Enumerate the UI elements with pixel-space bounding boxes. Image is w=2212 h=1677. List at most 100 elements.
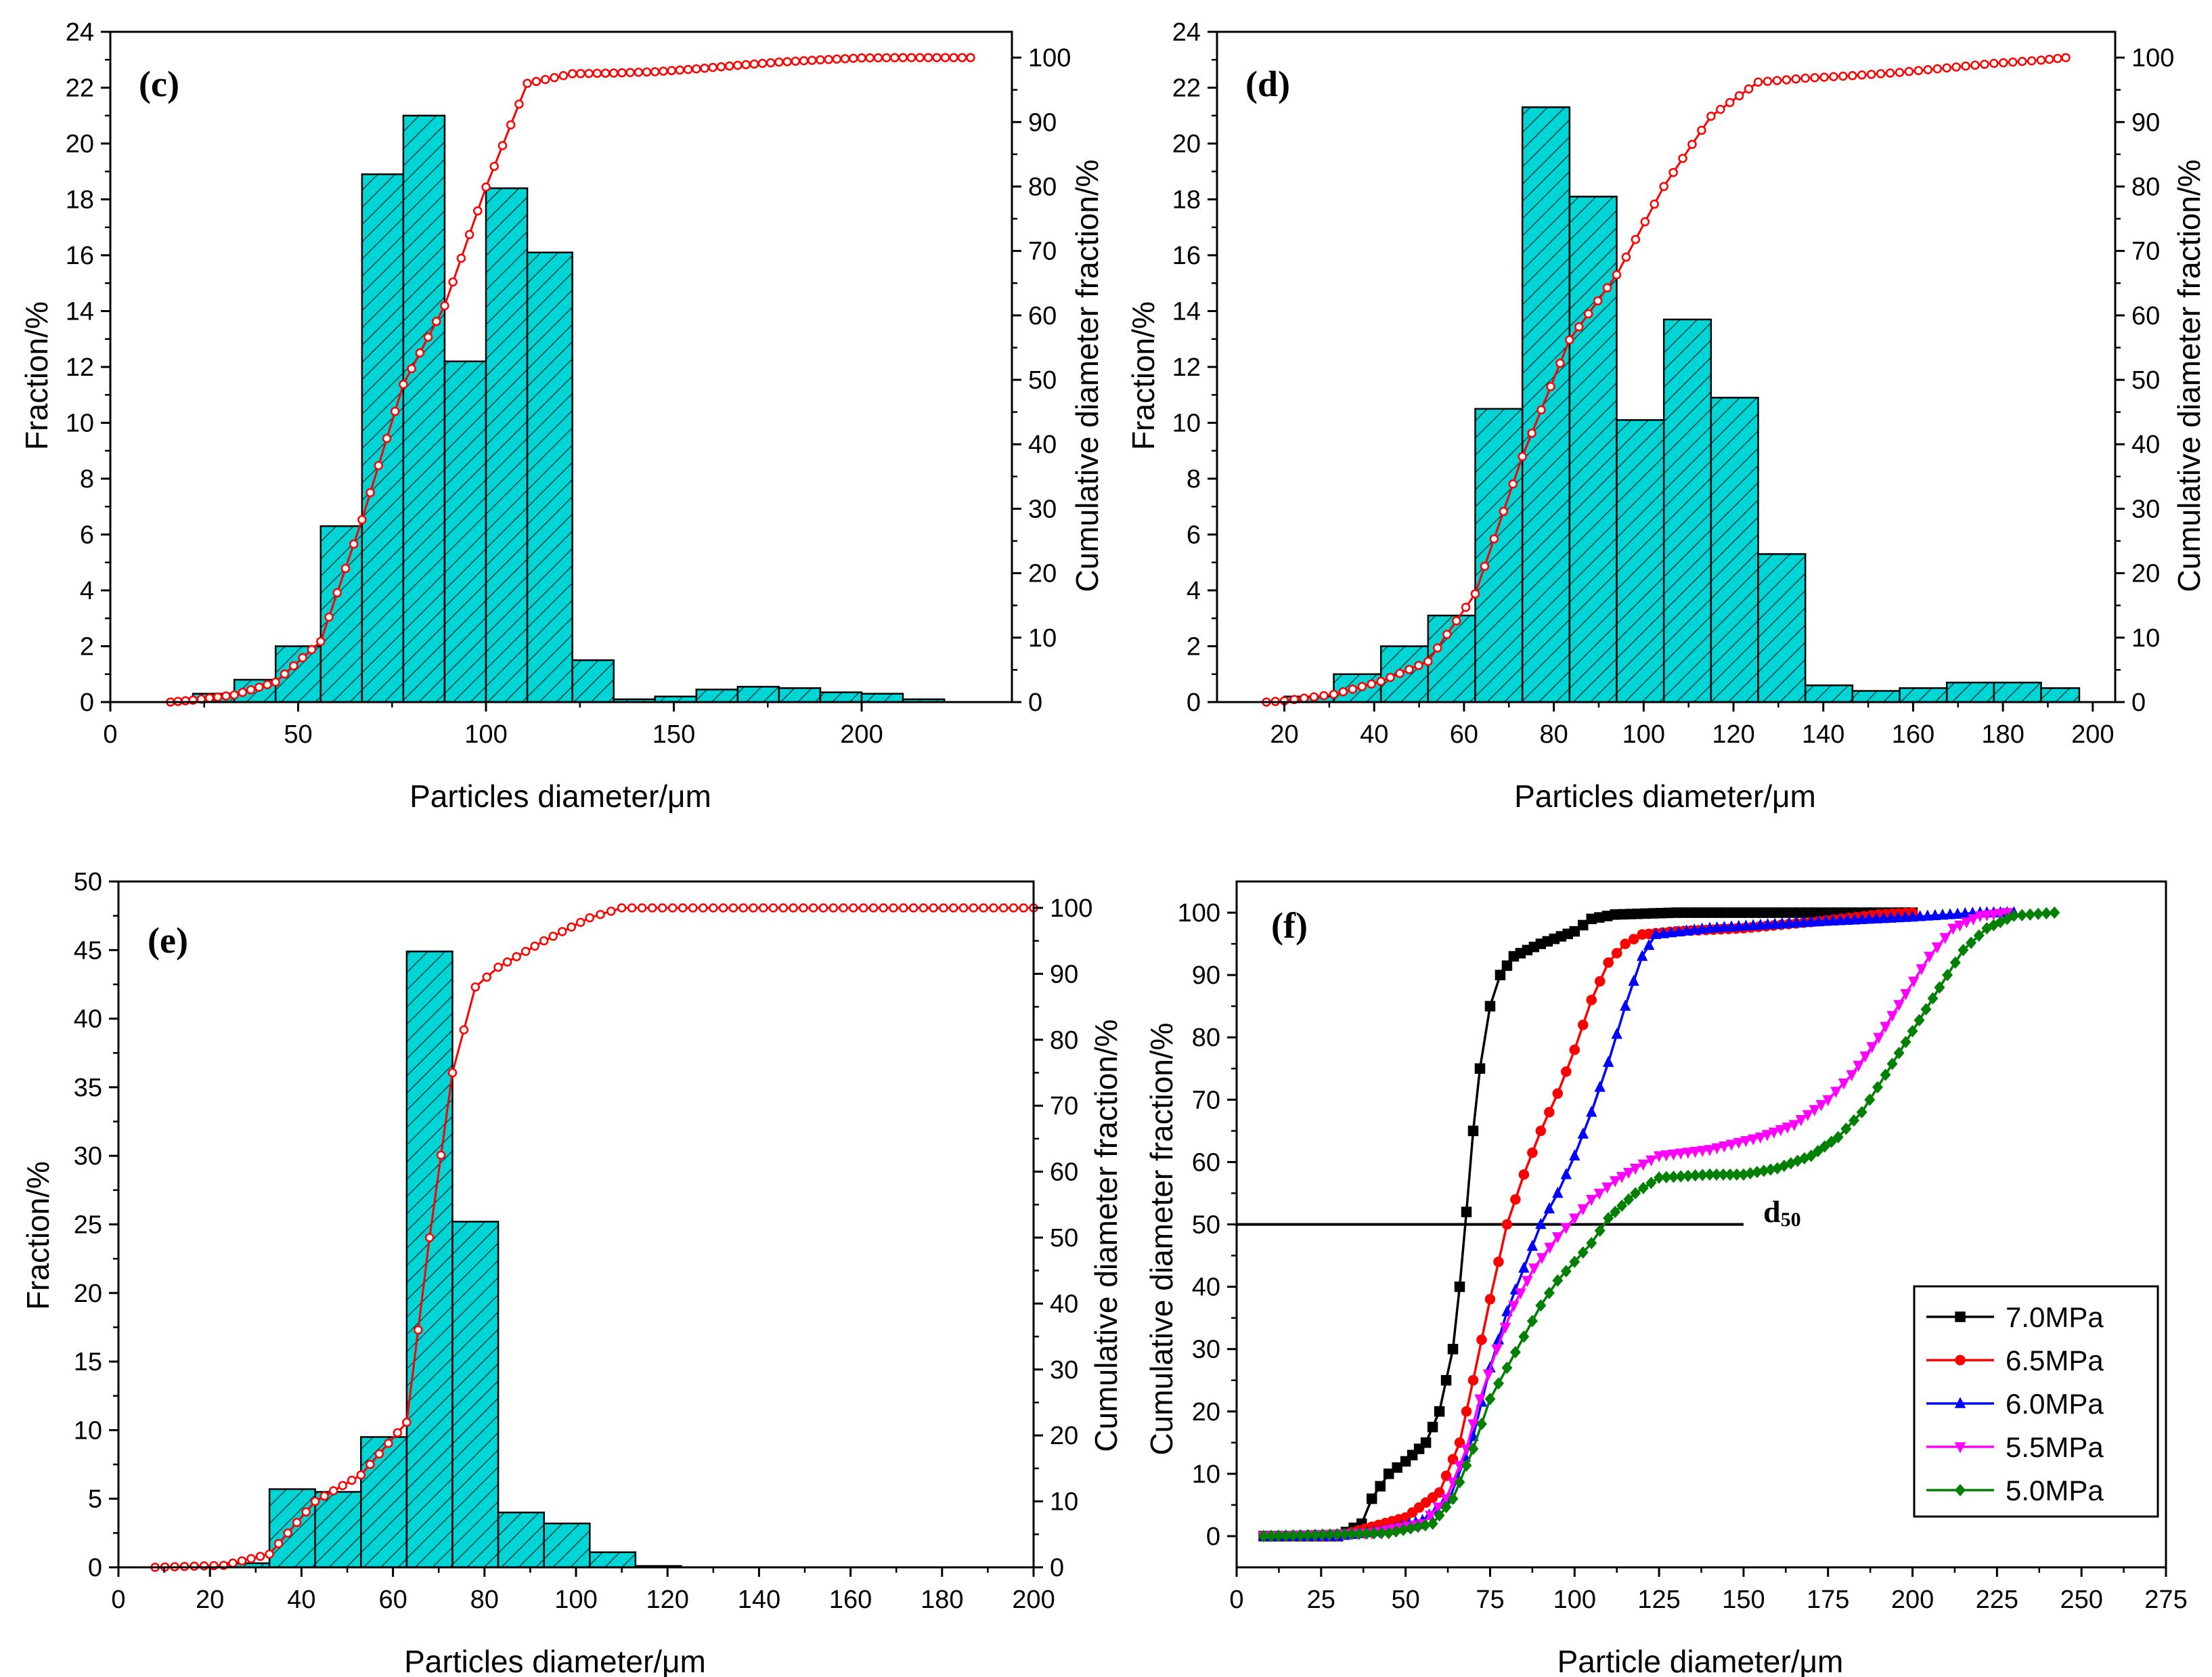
cumulative-marker <box>292 1518 302 1527</box>
cumulative-marker <box>1009 903 1019 913</box>
x-tick-label: 40 <box>1360 720 1388 749</box>
cumulative-marker <box>824 55 833 64</box>
cumulative-marker <box>816 55 825 65</box>
x-tick-label: 60 <box>1450 720 1478 749</box>
panel-e-y2-axis-title: Cumulative diameter fraction/% <box>1088 1019 1124 1452</box>
series-marker <box>1922 909 1933 921</box>
series-marker <box>1280 1529 1291 1542</box>
cumulative-marker <box>265 1549 274 1559</box>
cumulative-marker <box>384 1439 393 1448</box>
cumulative-marker <box>857 53 866 63</box>
series-marker <box>1937 908 1949 920</box>
histogram-bar <box>695 689 739 703</box>
series-marker <box>1907 1024 1918 1038</box>
cumulative-marker <box>1800 73 1810 83</box>
histogram-bar <box>1710 397 1759 703</box>
y2-tick-label: 30 <box>2131 495 2160 523</box>
y-tick-label: 12 <box>66 353 94 382</box>
panel-c-x-axis-title: Particles diameter/μm <box>410 779 711 814</box>
cumulative-marker <box>393 1428 403 1438</box>
cumulative-marker <box>307 645 317 655</box>
cumulative-marker <box>642 67 652 77</box>
cumulative-marker <box>558 70 569 81</box>
x-tick-label: 150 <box>652 720 695 749</box>
series-marker <box>1603 1212 1614 1225</box>
y-tick-label: 10 <box>66 410 94 438</box>
series-marker <box>1951 907 1964 919</box>
panel-e-y-axis-title: Fraction/% <box>20 1161 56 1310</box>
cumulative-marker <box>617 903 627 913</box>
series-marker <box>1535 1125 1547 1137</box>
y2-tick-label: 90 <box>2131 108 2160 137</box>
cumulative-marker <box>319 1491 329 1501</box>
series-marker <box>2041 907 2052 920</box>
series-marker <box>1645 1155 1657 1167</box>
series-marker <box>1927 992 1939 1005</box>
cumulative-marker <box>1734 91 1744 101</box>
series-marker <box>1704 1145 1716 1156</box>
cumulative-marker <box>1923 65 1933 74</box>
cumulative-marker <box>596 909 605 919</box>
cumulative-marker <box>316 636 326 647</box>
cumulative-marker <box>1753 77 1763 87</box>
panel-c-histogram: 0 50 100 150 2000246810121416182022240102030… <box>19 18 1105 814</box>
cumulative-marker <box>1470 589 1480 598</box>
cumulative-marker <box>540 74 550 85</box>
cumulative-marker <box>749 903 758 913</box>
cumulative-marker <box>459 1025 469 1034</box>
y2-tick-label: 100 <box>1050 894 1092 923</box>
cumulative-marker <box>301 1507 311 1517</box>
series-marker <box>1317 1528 1328 1541</box>
x-tick-label: 0 <box>1229 1586 1243 1614</box>
cumulative-marker <box>647 903 657 913</box>
series-marker <box>1827 914 1839 926</box>
cumulative-marker <box>675 65 685 75</box>
series-marker <box>1578 1020 1589 1030</box>
series-marker <box>1954 920 1966 932</box>
series-marker <box>1681 924 1692 936</box>
series-marker <box>1740 919 1752 931</box>
cumulative-marker <box>791 56 801 66</box>
series-marker <box>1392 1462 1402 1473</box>
cumulative-marker <box>298 653 307 663</box>
series-marker <box>1310 1528 1321 1542</box>
cumulative-marker <box>584 68 594 79</box>
cumulative-marker <box>768 903 778 913</box>
series-marker <box>1586 995 1597 1005</box>
cumulative-marker <box>873 53 883 63</box>
series-marker <box>1544 1106 1555 1118</box>
cumulative-marker <box>382 433 392 443</box>
cumulative-marker <box>1989 58 1999 68</box>
cumulative-marker <box>489 162 499 171</box>
series-marker <box>1719 1141 1730 1153</box>
series-marker <box>1859 1051 1871 1063</box>
series-marker <box>1629 1163 1641 1175</box>
cumulative-marker <box>889 903 898 913</box>
series-marker <box>1866 1042 1878 1053</box>
series-marker <box>1885 911 1897 923</box>
series-marker <box>1610 1205 1621 1219</box>
cumulative-marker <box>898 53 908 62</box>
series-marker <box>1846 1070 1857 1082</box>
cumulative-marker <box>923 53 933 62</box>
cumulative-marker <box>899 903 908 913</box>
series-marker <box>1637 1181 1649 1194</box>
series-marker <box>1974 911 1986 923</box>
cumulative-marker <box>407 364 416 374</box>
series-marker <box>1995 909 2006 920</box>
cumulative-marker <box>849 903 858 913</box>
cumulative-marker <box>1668 167 1678 177</box>
cumulative-marker <box>957 53 967 62</box>
cumulative-marker <box>799 56 809 66</box>
series-marker <box>1949 956 1961 969</box>
cumulative-marker <box>1527 429 1536 438</box>
series-marker <box>1560 1265 1572 1278</box>
series-marker <box>1968 914 1979 925</box>
cumulative-marker <box>1602 283 1612 292</box>
y-tick-label: 18 <box>66 186 94 215</box>
cumulative-marker <box>283 1528 292 1538</box>
y-tick-label: 70 <box>1192 1086 1220 1114</box>
cumulative-marker <box>374 1449 384 1459</box>
series-marker <box>1880 1068 1891 1081</box>
panel-d-label: (d) <box>1245 64 1290 104</box>
